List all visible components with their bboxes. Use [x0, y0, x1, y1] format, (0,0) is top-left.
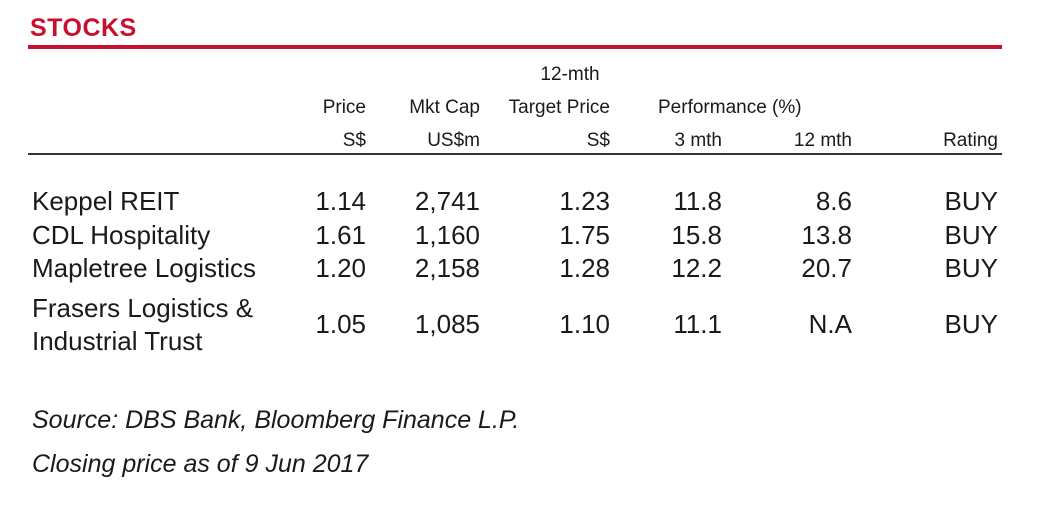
perf-12m-value: 8.6 [815, 186, 852, 216]
mktcap-value: 2,741 [414, 186, 480, 216]
price-value: 1.14 [315, 186, 366, 216]
price-value: 1.20 [315, 253, 366, 283]
rating-value: BUY [944, 186, 998, 216]
header-rule [28, 153, 1002, 155]
header-price: Price [322, 97, 366, 118]
target-value: 1.23 [559, 186, 610, 216]
header-target-unit: S$ [586, 130, 610, 151]
mktcap-value: 1,085 [414, 309, 480, 339]
stock-name-line2: Industrial Trust [32, 326, 203, 356]
rating-value: BUY [944, 220, 998, 250]
target-value: 1.10 [559, 309, 610, 339]
perf-3m-value: 11.1 [673, 309, 722, 339]
stock-name: Keppel REIT [32, 186, 180, 216]
perf-3m-value: 15.8 [671, 220, 722, 250]
perf-3m-value: 11.8 [673, 186, 722, 216]
table-row: Frasers Logistics & Industrial Trust 1.0… [0, 292, 1042, 358]
header-mktcap-unit: US$m [427, 130, 480, 151]
table-row: Mapletree Logistics 1.20 2,158 1.28 12.2… [0, 253, 1042, 287]
stock-name: CDL Hospitality [32, 220, 211, 250]
table-row: CDL Hospitality 1.61 1,160 1.75 15.8 13.… [0, 220, 1042, 254]
stock-name: Mapletree Logistics [32, 253, 256, 283]
price-value: 1.05 [315, 309, 366, 339]
header-perf-12m: 12 mth [793, 130, 852, 151]
price-value: 1.61 [315, 220, 366, 250]
table-row: Keppel REIT 1.14 2,741 1.23 11.8 8.6 BUY [0, 186, 1042, 220]
rating-value: BUY [944, 253, 998, 283]
rating-value: BUY [944, 309, 998, 339]
header-price-unit: S$ [342, 130, 366, 151]
perf-12m-value: N.A [808, 309, 852, 339]
stock-name-line1: Frasers Logistics & [32, 293, 254, 323]
mktcap-value: 1,160 [414, 220, 480, 250]
header-rating: Rating [943, 130, 998, 151]
perf-12m-value: 20.7 [801, 253, 852, 283]
closing-price-note: Closing price as of 9 Jun 2017 [32, 450, 369, 478]
mktcap-value: 2,158 [414, 253, 480, 283]
header-target: Target Price [508, 97, 610, 118]
header-target-top: 12-mth [540, 64, 600, 85]
header-perf-3m: 3 mth [674, 130, 722, 151]
perf-3m-value: 12.2 [671, 253, 722, 283]
section-title: STOCKS [30, 14, 137, 42]
target-value: 1.75 [559, 220, 610, 250]
perf-12m-value: 13.8 [801, 220, 852, 250]
header-mktcap: Mkt Cap [409, 97, 480, 118]
title-underline [28, 45, 1002, 49]
source-note: Source: DBS Bank, Bloomberg Finance L.P. [32, 406, 520, 434]
target-value: 1.28 [559, 253, 610, 283]
header-performance: Performance (%) [658, 97, 802, 118]
